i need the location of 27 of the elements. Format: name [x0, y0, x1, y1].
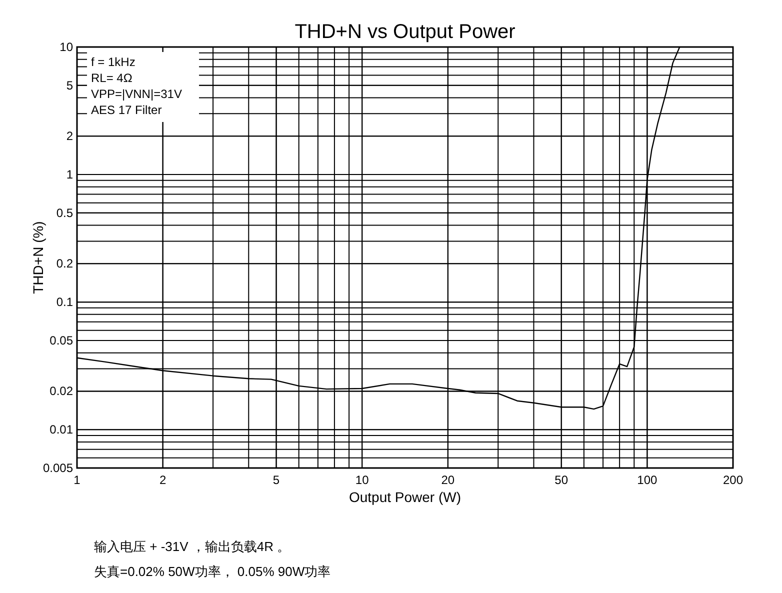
y-tick-label: 0.02 [50, 384, 74, 398]
x-tick-label: 100 [637, 473, 658, 487]
annotation: VPP=|VNN|=31V [91, 87, 182, 101]
y-tick-label: 1 [66, 168, 74, 182]
x-tick-label: 200 [722, 473, 744, 487]
chart-title: THD+N vs Output Power [294, 21, 516, 43]
x-axis-title: Output Power (W) [348, 489, 462, 505]
y-tick-label: 10 [60, 40, 74, 54]
y-tick-label: 0.5 [56, 206, 74, 220]
y-tick-label: 0.2 [56, 256, 74, 271]
text: 输入电压 + -31V ，输出负载4R 。 [94, 539, 290, 554]
y-tick-label: 5 [66, 78, 74, 92]
y-tick-label: 0.1 [56, 295, 74, 310]
x-tick-label: 10 [355, 473, 370, 487]
y-tick-label: 0.005 [42, 461, 74, 475]
y-tick-label: 0.05 [50, 333, 74, 348]
y-tick-label: 0.01 [50, 422, 74, 437]
x-tick-label: 2 [159, 473, 166, 487]
x-tick-label: 50 [554, 473, 568, 487]
annotation: AES 17 Filter [91, 103, 162, 117]
y-axis-title: THD+N (%) [30, 221, 46, 294]
y-tick-label: 2 [66, 129, 74, 144]
x-tick-label: 20 [441, 473, 455, 487]
annotation: RL= 4Ω [91, 71, 132, 85]
x-tick-label: 5 [272, 473, 280, 487]
annotation: f = 1kHz [91, 55, 136, 69]
text: 失真=0.02% 50W功率， 0.05% 90W功率 [94, 564, 331, 579]
